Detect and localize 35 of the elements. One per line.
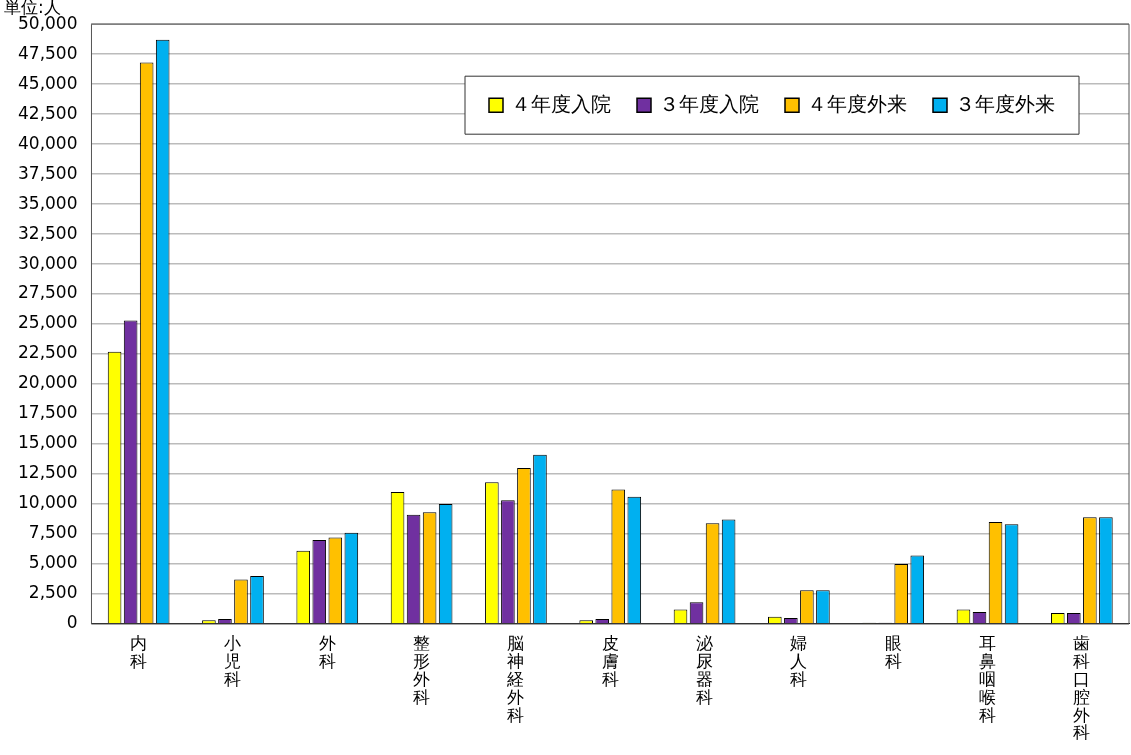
y-tick-label: 5,000 [28, 552, 78, 573]
legend-label: ４年度入院 [511, 92, 611, 117]
x-tick-label: 泌尿器科 [696, 633, 714, 707]
x-tick-label: 眼科 [884, 633, 902, 672]
y-tick-label: 0 [66, 612, 78, 633]
x-tick-label: 脳神経外科 [506, 633, 525, 725]
y-tick-label: 45,000 [18, 72, 78, 93]
y-tick-label: 20,000 [18, 372, 78, 393]
legend-label: ４年度外来 [807, 92, 907, 117]
x-tick-label: 小児科 [224, 633, 242, 689]
y-tick-label: 40,000 [18, 132, 78, 153]
x-tick-label: 皮膚科 [601, 633, 619, 689]
y-tick-label: 30,000 [18, 252, 78, 273]
x-tick-label: 外科 [318, 633, 336, 672]
y-tick-label: 37,500 [18, 162, 78, 183]
y-tick-label: 22,500 [18, 342, 78, 363]
y-tick-label: 35,000 [18, 192, 78, 213]
y-tick-label: 15,000 [18, 432, 78, 453]
y-tick-label: 17,500 [18, 402, 78, 423]
y-tick-label: 32,500 [18, 222, 78, 243]
y-tick-label: 25,000 [18, 312, 78, 333]
x-tick-label: 婦人科 [790, 633, 808, 689]
x-tick-label: 歯科口腔外科 [1073, 633, 1091, 743]
y-tick-label: 47,500 [18, 42, 78, 63]
x-tick-label: 内科 [130, 633, 148, 672]
x-tick-label: 整形外科 [413, 633, 431, 707]
y-tick-label: 7,500 [28, 522, 78, 543]
legend-label: ３年度外来 [955, 92, 1055, 117]
y-tick-label: 10,000 [18, 492, 78, 513]
y-tick-label: 42,500 [18, 102, 78, 123]
legend-label: ３年度入院 [659, 92, 759, 117]
x-tick-label: 耳鼻咽喉科 [979, 633, 997, 725]
y-tick-label: 2,500 [28, 582, 78, 603]
y-tick-label: 12,500 [18, 462, 78, 483]
y-tick-label: 27,500 [18, 282, 78, 303]
